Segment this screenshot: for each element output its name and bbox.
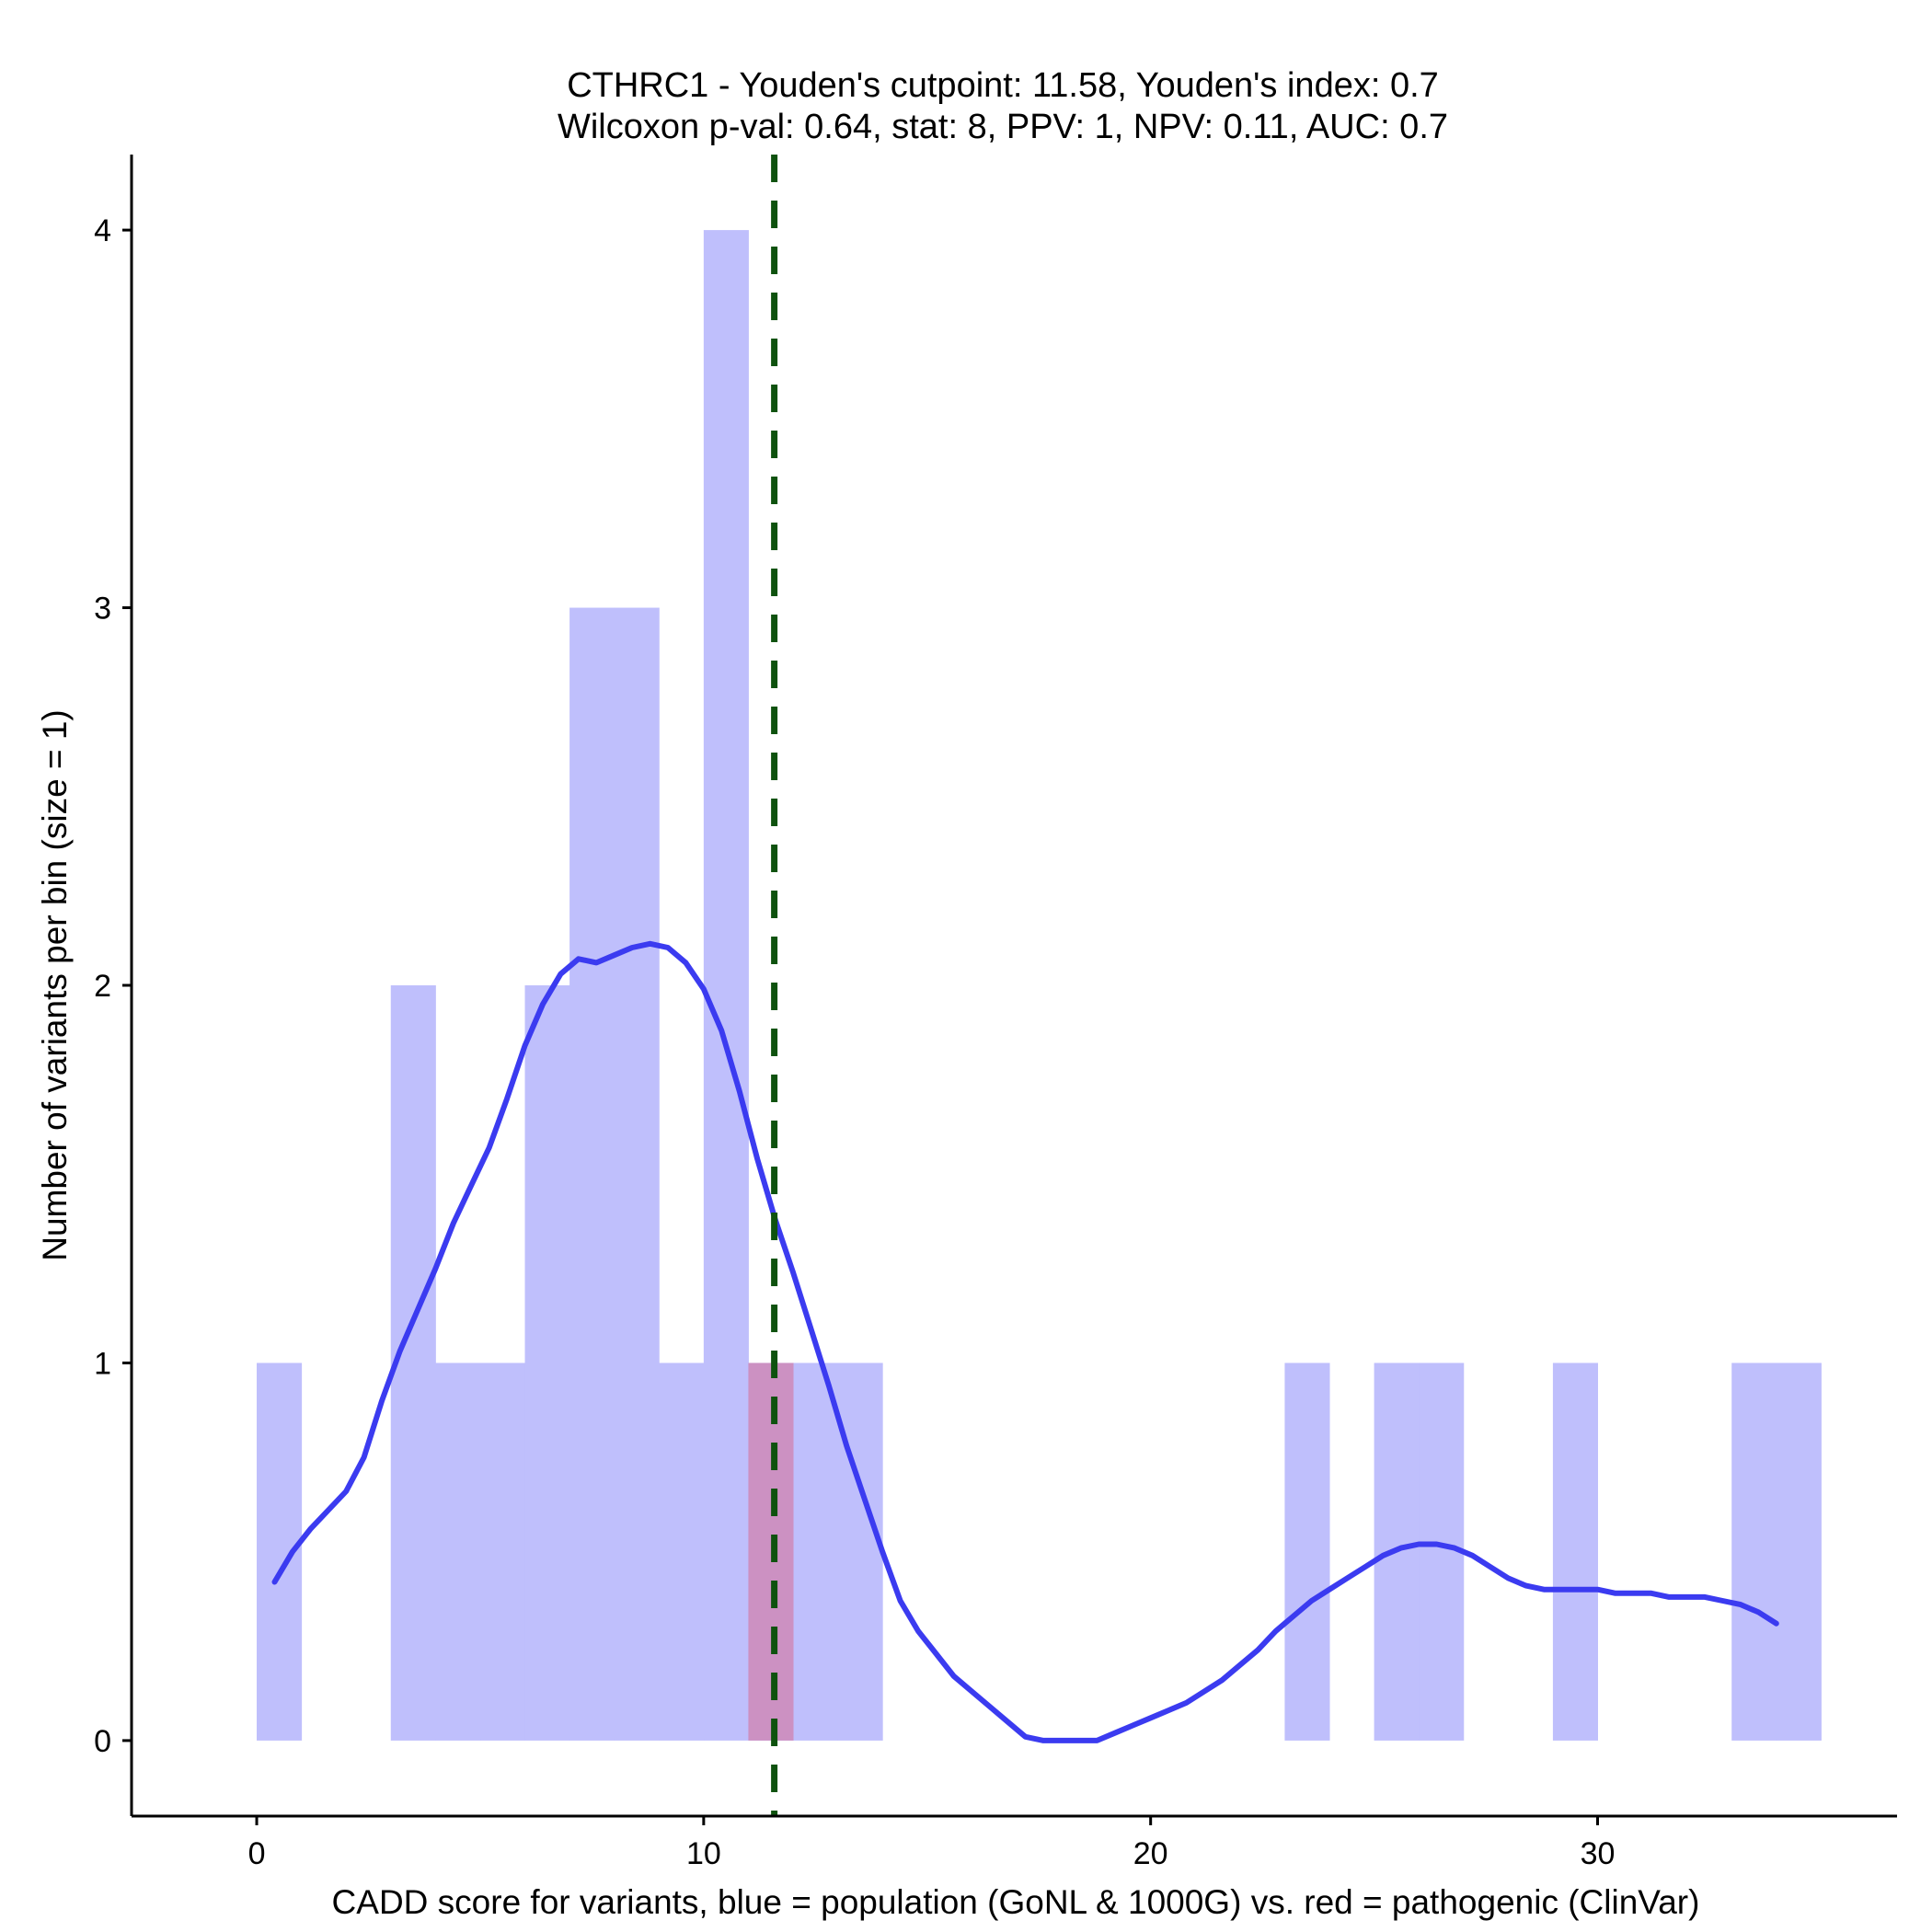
y-tick-label: 3 (94, 592, 111, 627)
population-bar (479, 1363, 526, 1741)
population-bar (1731, 1363, 1777, 1741)
y-tick-label: 4 (94, 213, 111, 248)
population-bar (569, 607, 615, 1741)
chart-title-line-2: Wilcoxon p-val: 0.64, stat: 8, PPV: 1, N… (558, 108, 1448, 146)
population-bars (257, 230, 1822, 1741)
x-axis-label: CADD score for variants, blue = populati… (332, 1883, 1700, 1921)
pathogenic-bar (748, 1363, 794, 1741)
x-tick-label: 10 (686, 1836, 721, 1871)
population-bar (793, 1363, 839, 1741)
y-tick-label: 2 (94, 969, 111, 1004)
density-curve-group (271, 940, 1779, 1743)
chart-title-line-1: CTHRC1 - Youden's cutpoint: 11.58, Youde… (567, 66, 1439, 105)
y-axis-ticks: 0 1 2 3 4 (94, 213, 132, 1759)
population-bar (1284, 1363, 1330, 1741)
pathogenic-bars (748, 1363, 794, 1741)
density-curve (271, 940, 1779, 1743)
population-bar (614, 607, 660, 1741)
population-bar (703, 230, 749, 1741)
x-axis-ticks: 0 10 20 30 (248, 1816, 1616, 1871)
population-bar (524, 985, 570, 1741)
x-tick-label: 20 (1133, 1836, 1168, 1871)
population-bar (1776, 1363, 1822, 1741)
x-tick-label: 30 (1581, 1836, 1616, 1871)
y-tick-label: 0 (94, 1724, 111, 1759)
population-bar (435, 1363, 481, 1741)
population-bar (659, 1363, 705, 1741)
y-axis-label: Number of variants per bin (size = 1) (36, 709, 74, 1260)
y-tick-label: 1 (94, 1346, 111, 1381)
population-bar (837, 1363, 883, 1741)
x-tick-label: 0 (248, 1836, 266, 1871)
population-bar (1552, 1363, 1598, 1741)
